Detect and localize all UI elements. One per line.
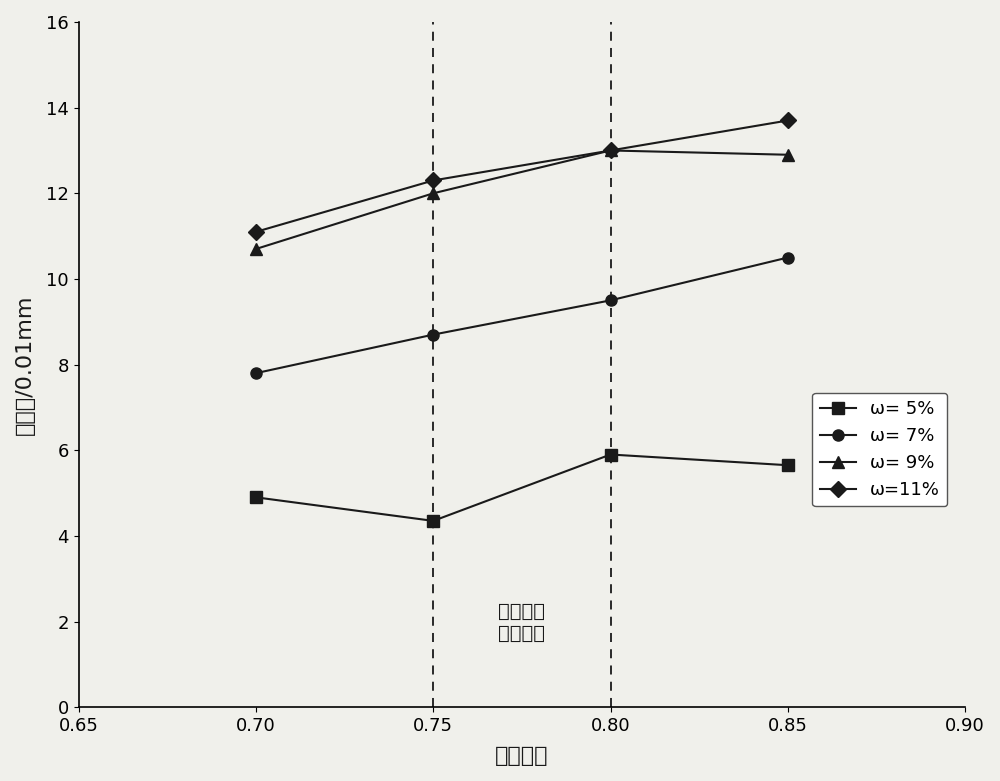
X-axis label: 相对密度: 相对密度: [495, 746, 549, 766]
ω= 7%: [782, 253, 794, 262]
ω= 7%: [250, 369, 262, 378]
ω=11%: [605, 146, 617, 155]
ω= 5%: [427, 516, 439, 526]
ω= 9%: [605, 146, 617, 155]
Legend: ω= 5%, ω= 7%, ω= 9%, ω=11%: ω= 5%, ω= 7%, ω= 9%, ω=11%: [812, 393, 947, 506]
ω= 5%: [250, 493, 262, 502]
ω=11%: [250, 227, 262, 237]
Line: ω=11%: ω=11%: [250, 115, 793, 237]
Line: ω= 5%: ω= 5%: [250, 449, 793, 526]
ω=11%: [427, 176, 439, 185]
Line: ω= 9%: ω= 9%: [250, 145, 793, 255]
ω=11%: [782, 116, 794, 125]
ω= 7%: [605, 296, 617, 305]
Text: 建议相对
密度范围: 建议相对 密度范围: [498, 602, 545, 643]
ω= 9%: [250, 244, 262, 254]
ω= 9%: [782, 150, 794, 159]
Line: ω= 7%: ω= 7%: [250, 252, 793, 379]
ω= 9%: [427, 188, 439, 198]
Y-axis label: 冻胀量/0.01mm: 冻胀量/0.01mm: [15, 294, 35, 435]
ω= 5%: [782, 461, 794, 470]
ω= 7%: [427, 330, 439, 339]
ω= 5%: [605, 450, 617, 459]
